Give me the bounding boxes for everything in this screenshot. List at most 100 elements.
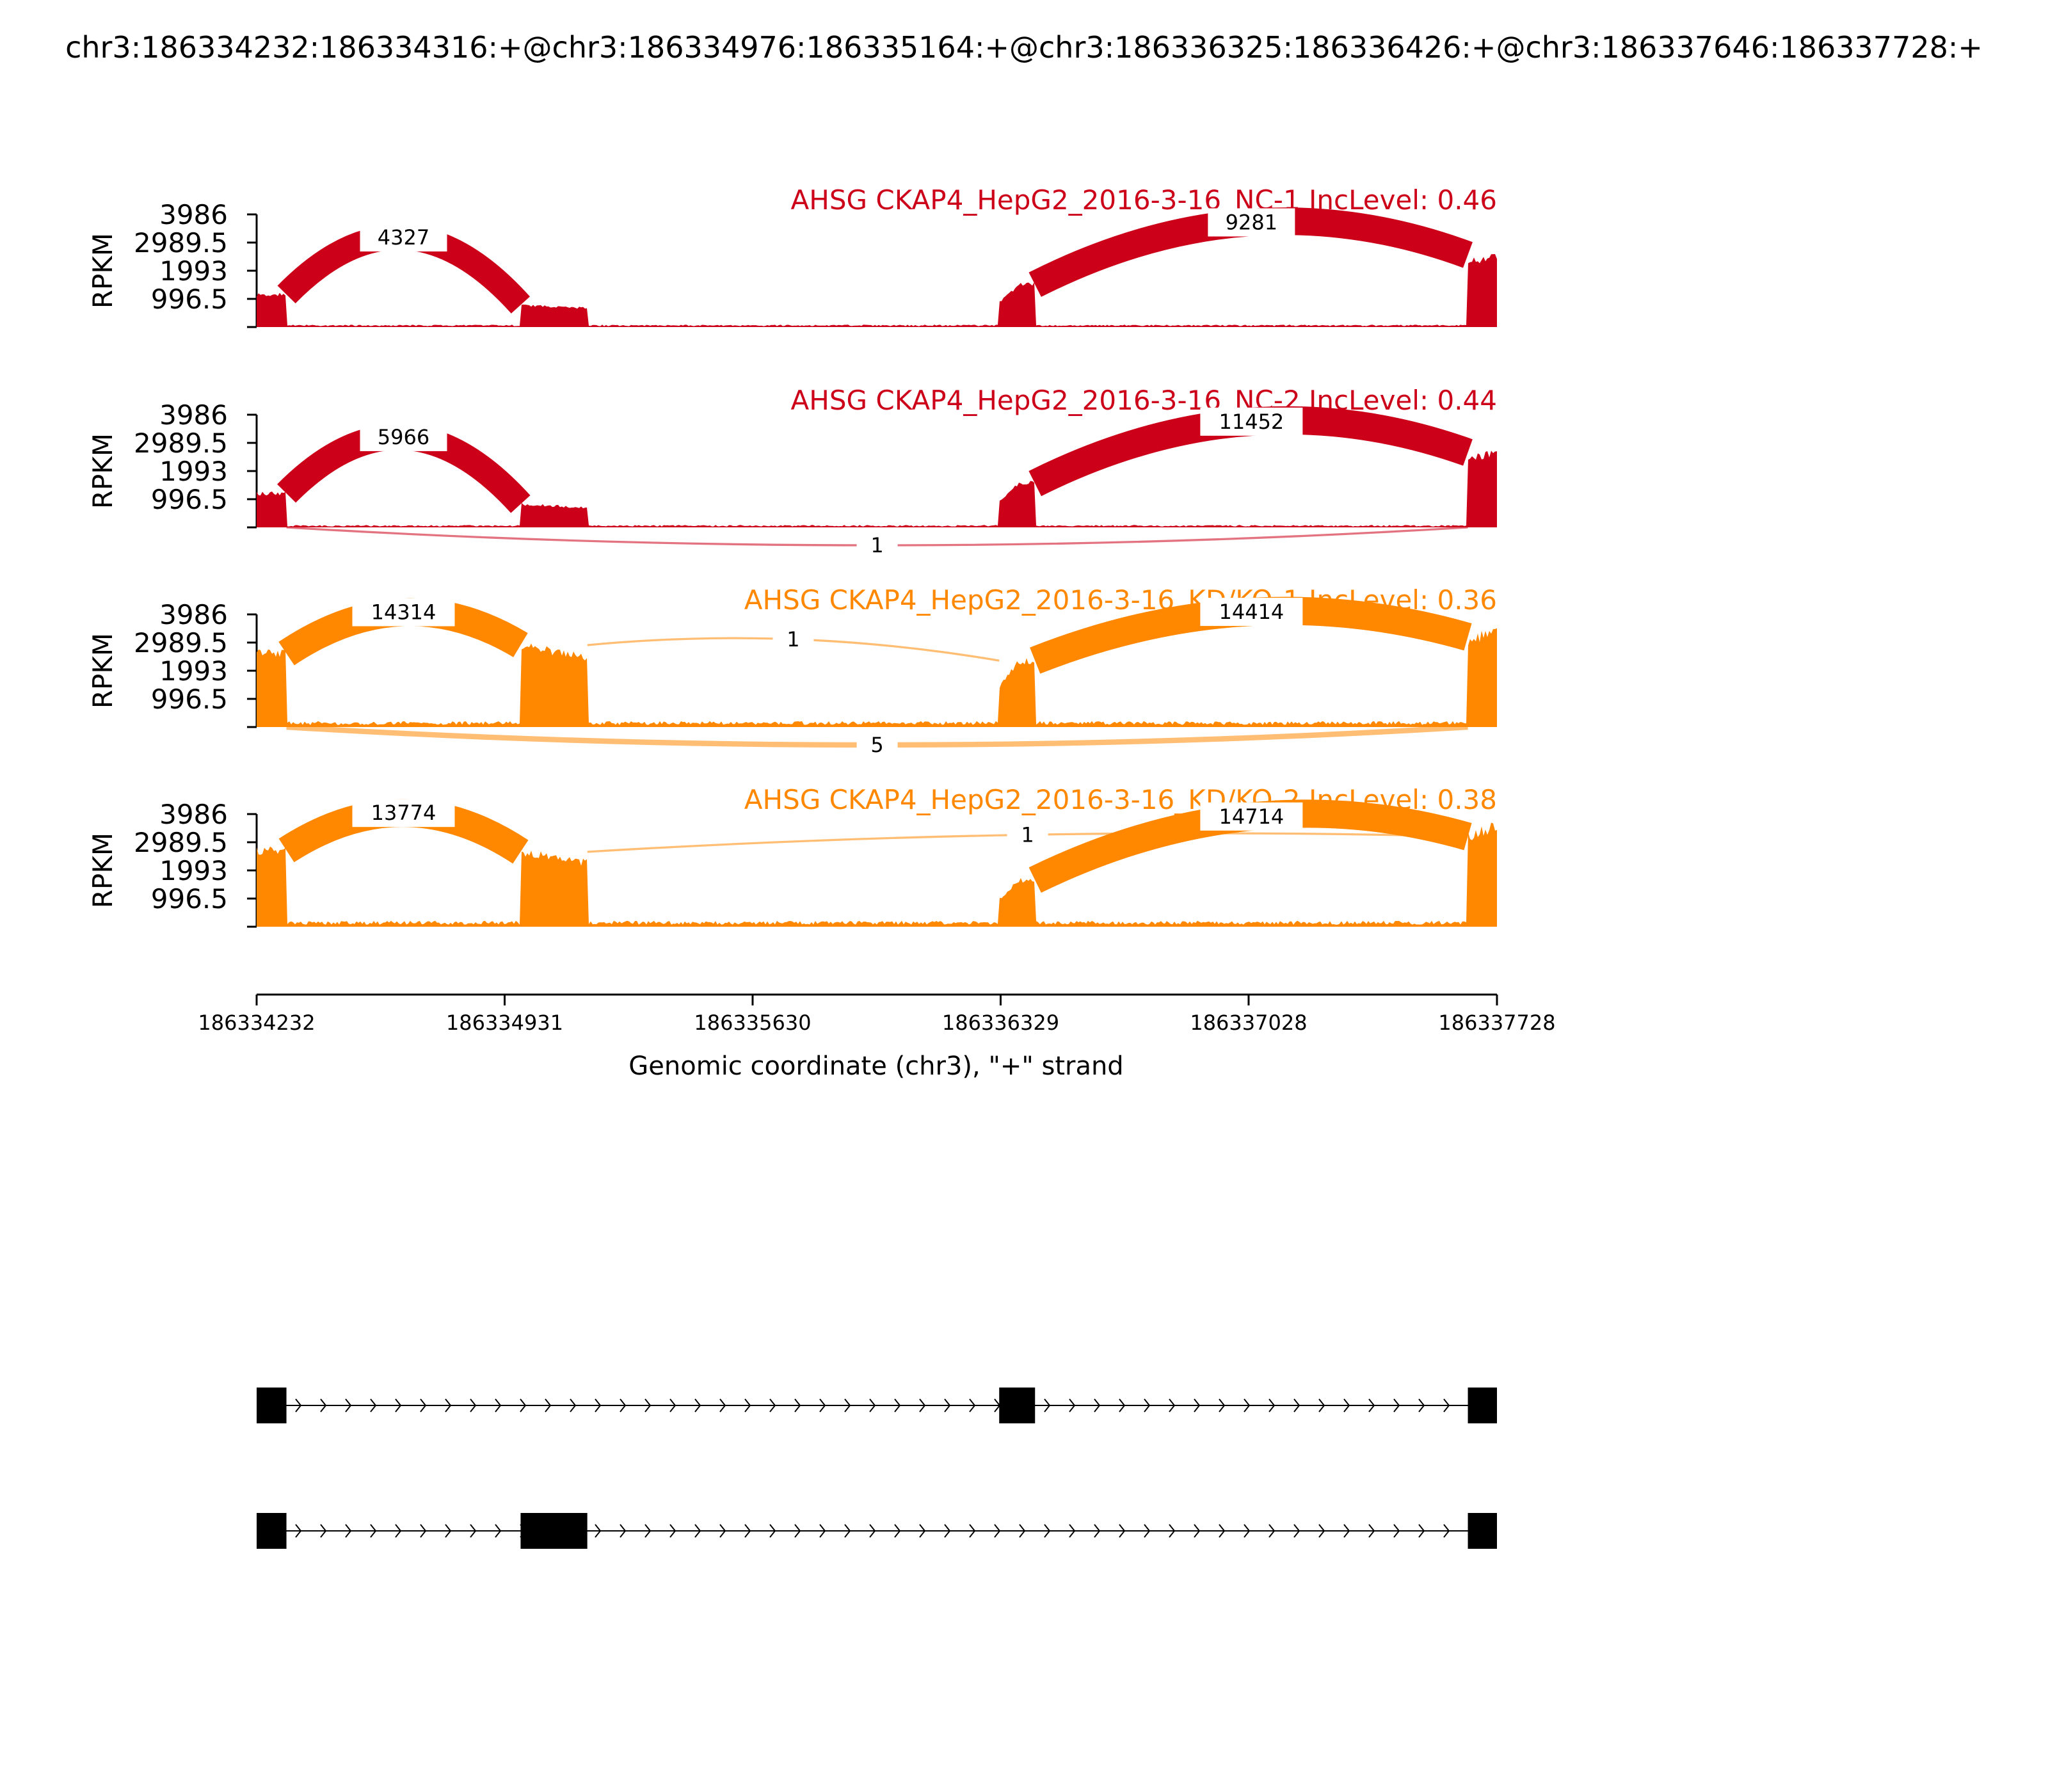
junction-label-box bbox=[360, 223, 447, 252]
junction-label-box bbox=[352, 799, 455, 828]
y-tick-label: 2989.5 bbox=[134, 827, 228, 858]
isoform-2 bbox=[257, 1513, 1497, 1549]
strand-arrow bbox=[1169, 1398, 1176, 1412]
track-label: AHSG CKAP4_HepG2_2016-3-16_NC-2 IncLevel… bbox=[791, 385, 1497, 416]
strand-arrow bbox=[1244, 1524, 1251, 1538]
junction-label-box bbox=[1200, 598, 1303, 627]
strand-arrow bbox=[620, 1398, 627, 1412]
strand-arrow bbox=[819, 1398, 826, 1412]
y-tick-label: 2989.5 bbox=[134, 627, 228, 659]
strand-arrow bbox=[395, 1398, 402, 1412]
strand-arrow bbox=[1293, 1524, 1300, 1538]
strand-arrow bbox=[894, 1398, 901, 1412]
strand-arrow bbox=[1343, 1398, 1350, 1412]
strand-arrow bbox=[420, 1398, 427, 1412]
strand-arrow bbox=[1443, 1398, 1450, 1412]
strand-arrow bbox=[1293, 1398, 1300, 1412]
strand-arrow bbox=[1219, 1524, 1226, 1538]
strand-arrow bbox=[844, 1524, 851, 1538]
strand-arrow bbox=[794, 1524, 801, 1538]
strand-arrow bbox=[769, 1524, 776, 1538]
junction-read-count: 14714 bbox=[1219, 804, 1284, 829]
strand-arrow bbox=[595, 1524, 602, 1538]
strand-arrow bbox=[969, 1398, 976, 1412]
strand-arrow bbox=[869, 1398, 876, 1412]
strand-arrow bbox=[644, 1524, 652, 1538]
strand-arrow bbox=[295, 1524, 302, 1538]
y-axis-label: RPKM bbox=[87, 833, 118, 908]
strand-arrow bbox=[919, 1398, 926, 1412]
strand-arrow bbox=[570, 1398, 577, 1412]
junction-read-count: 5966 bbox=[378, 425, 429, 449]
strand-arrow bbox=[395, 1524, 402, 1538]
y-tick-label: 1993 bbox=[159, 456, 228, 487]
strand-arrow bbox=[794, 1398, 801, 1412]
y-axis-label: RPKM bbox=[87, 433, 118, 509]
strand-arrow bbox=[719, 1398, 726, 1412]
strand-arrow bbox=[470, 1524, 477, 1538]
strand-arrow bbox=[545, 1398, 552, 1412]
coverage-area bbox=[257, 451, 1497, 527]
track-label: AHSG CKAP4_HepG2_2016-3-16_NC-1 IncLevel… bbox=[791, 184, 1497, 216]
y-tick-label: 3986 bbox=[159, 599, 228, 630]
strand-arrow bbox=[1144, 1524, 1151, 1538]
strand-arrow bbox=[694, 1524, 701, 1538]
strand-arrow bbox=[445, 1398, 452, 1412]
isoform-exon bbox=[520, 1513, 588, 1549]
y-tick-label: 996.5 bbox=[151, 284, 228, 315]
y-tick-label: 996.5 bbox=[151, 684, 228, 715]
junction-read-count: 4327 bbox=[378, 225, 429, 250]
junction-label-box bbox=[772, 625, 814, 653]
junction-label-box bbox=[1200, 407, 1303, 436]
strand-arrow bbox=[719, 1524, 726, 1538]
strand-arrow bbox=[1393, 1398, 1400, 1412]
strand-arrow bbox=[495, 1524, 502, 1538]
strand-arrow bbox=[894, 1524, 901, 1538]
strand-arrow bbox=[994, 1524, 1001, 1538]
figure-title: chr3:186334232:186334316:+@chr3:18633497… bbox=[65, 30, 1983, 65]
strand-arrow bbox=[1194, 1524, 1201, 1538]
junction-read-count: 14314 bbox=[371, 600, 436, 624]
x-tick-label: 186334931 bbox=[446, 1011, 563, 1035]
y-tick-label: 3986 bbox=[159, 799, 228, 830]
isoform-exon bbox=[1468, 1513, 1497, 1549]
isoform-models bbox=[257, 1388, 1497, 1549]
strand-arrow bbox=[769, 1398, 776, 1412]
x-tick-label: 186337728 bbox=[1438, 1011, 1555, 1035]
strand-arrow bbox=[944, 1398, 951, 1412]
strand-arrow bbox=[520, 1398, 527, 1412]
strand-arrow bbox=[1119, 1398, 1126, 1412]
junction-read-count: 1 bbox=[787, 627, 799, 652]
isoform-exon bbox=[257, 1513, 287, 1549]
junction-label-box bbox=[856, 731, 898, 759]
strand-arrow bbox=[620, 1524, 627, 1538]
strand-arrow bbox=[669, 1398, 676, 1412]
junction-label-box bbox=[1208, 208, 1295, 237]
y-axis-label: RPKM bbox=[87, 633, 118, 708]
strand-arrow bbox=[595, 1398, 602, 1412]
strand-arrow bbox=[644, 1398, 652, 1412]
y-tick-label: 1993 bbox=[159, 255, 228, 287]
junction-read-count: 5 bbox=[870, 733, 883, 757]
junction-label-box bbox=[1007, 820, 1048, 849]
y-tick-label: 3986 bbox=[159, 199, 228, 230]
strand-arrow bbox=[969, 1524, 976, 1538]
y-tick-label: 2989.5 bbox=[134, 227, 228, 259]
strand-arrow bbox=[1418, 1398, 1425, 1412]
strand-arrow bbox=[1443, 1524, 1450, 1538]
isoform-1 bbox=[257, 1388, 1497, 1423]
coverage-area bbox=[257, 254, 1497, 327]
x-tick-label: 186335630 bbox=[694, 1011, 811, 1035]
strand-arrow bbox=[1094, 1398, 1101, 1412]
y-tick-label: 996.5 bbox=[151, 883, 228, 915]
x-tick-label: 186334232 bbox=[198, 1011, 315, 1035]
strand-arrow bbox=[1418, 1524, 1425, 1538]
y-tick-label: 2989.5 bbox=[134, 428, 228, 459]
strand-arrow bbox=[744, 1524, 751, 1538]
strand-arrow bbox=[844, 1398, 851, 1412]
strand-arrow bbox=[295, 1398, 302, 1412]
